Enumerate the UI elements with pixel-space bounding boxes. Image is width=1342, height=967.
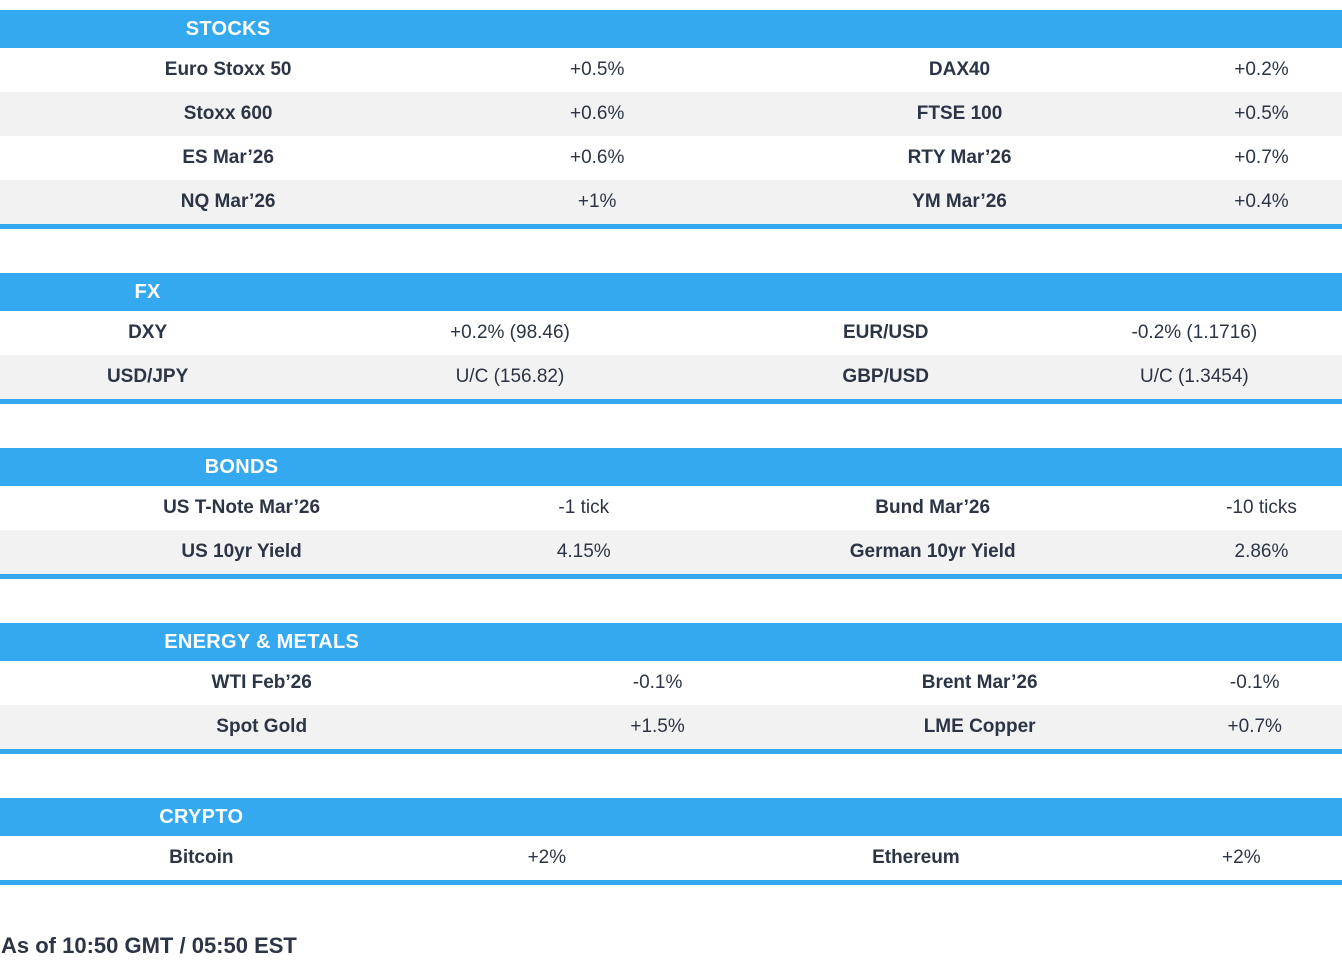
instrument-label: German 10yr Yield — [849, 540, 1016, 562]
instrument-value: +0.2% — [1234, 58, 1289, 80]
section-title: STOCKS — [185, 17, 271, 40]
instrument-label: Brent Mar’26 — [921, 671, 1038, 693]
instrument-value: -10 ticks — [1226, 496, 1297, 518]
instrument-value: -1 tick — [558, 496, 610, 518]
instrument-value: -0.2% (1.1716) — [1131, 321, 1258, 343]
instrument-value: +1.5% — [630, 715, 685, 737]
instrument-value: +0.4% — [1234, 190, 1289, 212]
instrument-value: +1% — [577, 190, 617, 212]
instrument-label: Spot Gold — [216, 715, 308, 737]
table-row: US T-Note Mar’26 -1 tick Bund Mar’26 -10… — [0, 486, 1342, 530]
instrument-label: FTSE 100 — [916, 102, 1003, 124]
instrument-label: Stoxx 600 — [183, 102, 273, 124]
instrument-value: -0.1% — [632, 671, 683, 693]
instrument-value: 4.15% — [556, 540, 611, 562]
instrument-label: Bund Mar’26 — [875, 496, 991, 518]
section-title: ENERGY & METALS — [164, 630, 360, 653]
section-header-crypto: CRYPTO — [0, 798, 1342, 836]
instrument-value: +0.7% — [1234, 146, 1289, 168]
section-title: BONDS — [204, 455, 279, 478]
table-row: Spot Gold +1.5% LME Copper +0.7% — [0, 705, 1342, 749]
instrument-label: ES Mar’26 — [182, 146, 274, 168]
section-title: CRYPTO — [159, 805, 244, 828]
section-crypto: CRYPTO Bitcoin +2% Ethereum +2% — [0, 798, 1342, 885]
instrument-value: +0.5% — [569, 58, 625, 80]
instrument-label: Ethereum — [872, 846, 960, 868]
table-row: WTI Feb’26 -0.1% Brent Mar’26 -0.1% — [0, 661, 1342, 705]
instrument-label: GBP/USD — [842, 365, 929, 387]
instrument-label: USD/JPY — [106, 365, 189, 387]
table-row: NQ Mar’26 +1% YM Mar’26 +0.4% — [0, 180, 1342, 224]
instrument-label: LME Copper — [923, 715, 1036, 737]
instrument-label: NQ Mar’26 — [180, 190, 276, 212]
instrument-label: YM Mar’26 — [912, 190, 1007, 212]
section-fx: FX DXY +0.2% (98.46) EUR/USD -0.2% (1.17… — [0, 273, 1342, 404]
table-row: USD/JPY U/C (156.82) GBP/USD U/C (1.3454… — [0, 355, 1342, 399]
table-row: US 10yr Yield 4.15% German 10yr Yield 2.… — [0, 530, 1342, 574]
as-of-timestamp: As of 10:50 GMT / 05:50 EST — [1, 933, 297, 958]
instrument-value: 2.86% — [1234, 540, 1289, 562]
instrument-label: EUR/USD — [842, 321, 929, 343]
instrument-label: DXY — [128, 321, 168, 343]
instrument-value: +0.5% — [1234, 102, 1289, 124]
section-header-stocks: STOCKS — [0, 10, 1342, 48]
instrument-label: US T-Note Mar’26 — [163, 496, 321, 518]
instrument-value: U/C (1.3454) — [1139, 365, 1249, 387]
table-row: Euro Stoxx 50 +0.5% DAX40 +0.2% — [0, 48, 1342, 92]
instrument-value: +2% — [1222, 846, 1261, 868]
instrument-label: RTY Mar’26 — [907, 146, 1012, 168]
table-row: Bitcoin +2% Ethereum +2% — [0, 836, 1342, 880]
instrument-label: Bitcoin — [169, 846, 234, 868]
table-row: ES Mar’26 +0.6% RTY Mar’26 +0.7% — [0, 136, 1342, 180]
section-stocks: STOCKS Euro Stoxx 50 +0.5% DAX40 +0.2% S… — [0, 10, 1342, 229]
instrument-value: +0.6% — [569, 102, 625, 124]
instrument-label: US 10yr Yield — [181, 540, 302, 562]
instrument-label: DAX40 — [928, 58, 991, 80]
instrument-label: WTI Feb’26 — [211, 671, 312, 693]
section-header-energy-metals: ENERGY & METALS — [0, 623, 1342, 661]
table-row: Stoxx 600 +0.6% FTSE 100 +0.5% — [0, 92, 1342, 136]
instrument-value: +0.7% — [1227, 715, 1282, 737]
instrument-value: +0.6% — [569, 146, 625, 168]
instrument-value: -0.1% — [1229, 671, 1280, 693]
table-row: DXY +0.2% (98.46) EUR/USD -0.2% (1.1716) — [0, 311, 1342, 355]
section-energy-metals: ENERGY & METALS WTI Feb’26 -0.1% Brent M… — [0, 623, 1342, 754]
instrument-value: +2% — [527, 846, 567, 868]
instrument-value: U/C (156.82) — [455, 365, 565, 387]
instrument-value: +0.2% (98.46) — [450, 321, 570, 343]
section-header-bonds: BONDS — [0, 448, 1342, 486]
section-title: FX — [134, 280, 161, 303]
instrument-label: Euro Stoxx 50 — [164, 58, 292, 80]
section-header-fx: FX — [0, 273, 1342, 311]
section-bonds: BONDS US T-Note Mar’26 -1 tick Bund Mar’… — [0, 448, 1342, 579]
